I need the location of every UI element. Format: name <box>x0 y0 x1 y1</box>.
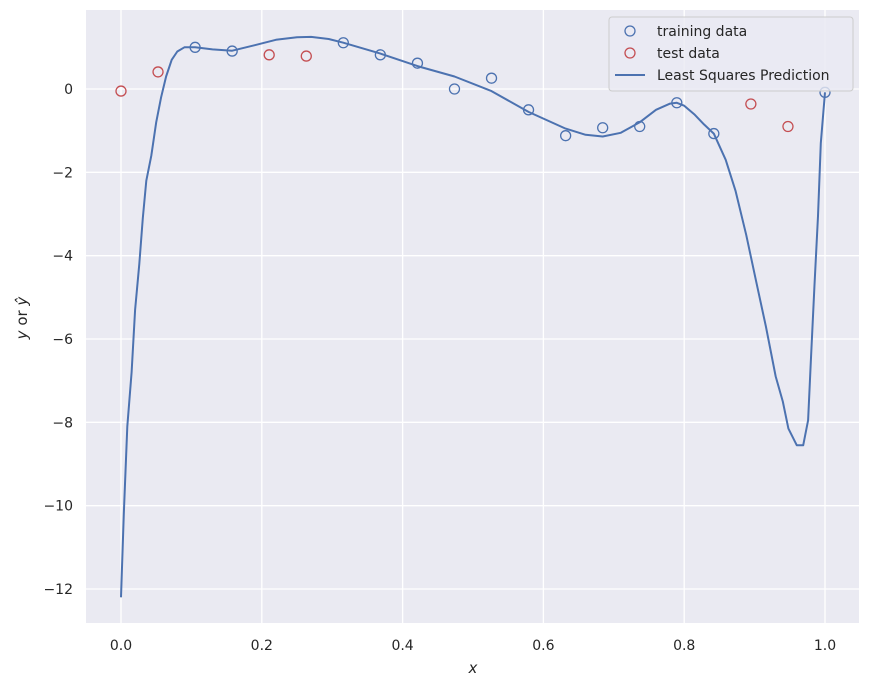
x-tick-label: 0.4 <box>391 638 413 654</box>
x-tick-label: 1.0 <box>814 638 836 654</box>
y-tick-label: −2 <box>52 165 73 181</box>
least-squares-prediction-line <box>120 35 826 598</box>
plot-area <box>86 10 859 623</box>
y-axis-label-or: or <box>13 306 31 331</box>
x-axis-label: x <box>468 659 478 677</box>
test-point <box>300 50 312 62</box>
x-tick-label: 0.6 <box>532 638 554 654</box>
test-point <box>263 49 275 61</box>
training-point <box>374 49 387 61</box>
test-data-points <box>115 49 794 133</box>
training-point <box>634 120 646 133</box>
training-point <box>189 41 201 53</box>
y-tick-label: −4 <box>52 249 73 265</box>
training-point <box>337 37 349 49</box>
legend-test-marker-icon <box>624 47 636 59</box>
training-data-points <box>189 37 831 142</box>
x-axis-ticks: 0.0 0.2 0.4 0.6 0.8 1.0 <box>110 638 836 654</box>
x-tick-label: 0.0 <box>110 638 132 654</box>
training-point <box>671 97 683 109</box>
training-point <box>226 45 238 57</box>
legend-line-label: Least Squares Prediction <box>657 68 830 84</box>
test-point <box>745 98 757 110</box>
y-axis-label-yhat: ŷ <box>13 296 31 307</box>
y-axis-label: y or ŷ <box>13 296 31 341</box>
training-point <box>597 122 609 134</box>
test-point <box>115 85 127 97</box>
training-point <box>448 83 461 95</box>
training-point <box>485 72 498 84</box>
y-axis-ticks: 0 −2 −4 −6 −8 −10 −12 <box>43 82 73 598</box>
training-point <box>708 127 720 140</box>
legend-test-label: test data <box>657 46 720 62</box>
y-tick-label: −6 <box>52 332 73 348</box>
y-tick-label: −10 <box>43 499 73 515</box>
y-tick-label: −8 <box>52 415 73 431</box>
test-point <box>782 120 794 133</box>
grid-lines <box>86 10 859 623</box>
training-point <box>522 104 535 116</box>
prediction-curve <box>120 35 826 598</box>
x-tick-label: 0.8 <box>673 638 695 654</box>
x-tick-label: 0.2 <box>251 638 273 654</box>
legend: training data test data Least Squares Pr… <box>608 16 854 92</box>
legend-box <box>608 16 854 92</box>
legend-training-label: training data <box>657 24 747 40</box>
training-point <box>411 57 424 69</box>
legend-training-marker-icon <box>624 25 636 37</box>
y-tick-label: 0 <box>64 82 73 98</box>
y-tick-label: −12 <box>43 582 73 598</box>
test-point <box>152 66 164 78</box>
training-point <box>559 130 572 142</box>
y-axis-label-y: y <box>13 329 31 340</box>
